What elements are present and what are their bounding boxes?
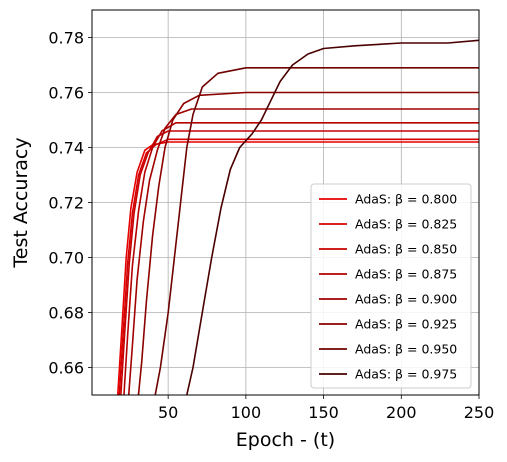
- legend-entry: AdaS: β = 0.800: [355, 192, 457, 207]
- series-line: [118, 138, 479, 395]
- data-lines: [116, 39, 479, 395]
- legend-entry: AdaS: β = 0.900: [355, 292, 457, 307]
- y-tick-label: 0.74: [48, 139, 84, 158]
- series-line: [185, 39, 479, 395]
- legend-entry: AdaS: β = 0.925: [355, 317, 457, 332]
- series-line: [127, 108, 479, 395]
- legend-box: [310, 183, 472, 389]
- x-axis-label: Epoch - (t): [236, 429, 335, 451]
- x-tick-label: 100: [231, 403, 262, 422]
- x-tick-label: 150: [308, 403, 339, 422]
- series-line: [123, 122, 479, 395]
- legend-entry: AdaS: β = 0.975: [355, 367, 457, 382]
- y-tick-label: 0.76: [48, 84, 84, 103]
- legend-entry: AdaS: β = 0.950: [355, 342, 457, 357]
- x-tick-label: 50: [158, 403, 178, 422]
- legend-entry: AdaS: β = 0.825: [355, 217, 457, 232]
- legend-entry: AdaS: β = 0.850: [355, 242, 457, 257]
- x-ticks: 50 100 150 200 250: [158, 395, 494, 422]
- legend: AdaS: β = 0.800 AdaS: β = 0.825 AdaS: β = …: [310, 183, 472, 389]
- y-tick-label: 0.72: [48, 194, 84, 213]
- x-tick-label: 250: [464, 403, 495, 422]
- x-tick-label: 200: [386, 403, 417, 422]
- y-tick-label: 0.66: [48, 359, 84, 378]
- series-line: [137, 91, 479, 395]
- y-ticks: 0.66 0.68 0.70 0.72 0.74 0.76 0.78: [48, 29, 92, 378]
- series-line: [154, 67, 479, 395]
- y-tick-label: 0.68: [48, 304, 84, 323]
- y-tick-label: 0.70: [48, 249, 84, 268]
- legend-entry: AdaS: β = 0.875: [355, 267, 457, 282]
- y-axis-label: Test Accuracy: [10, 137, 32, 268]
- series-line: [120, 130, 479, 395]
- y-tick-label: 0.78: [48, 29, 84, 48]
